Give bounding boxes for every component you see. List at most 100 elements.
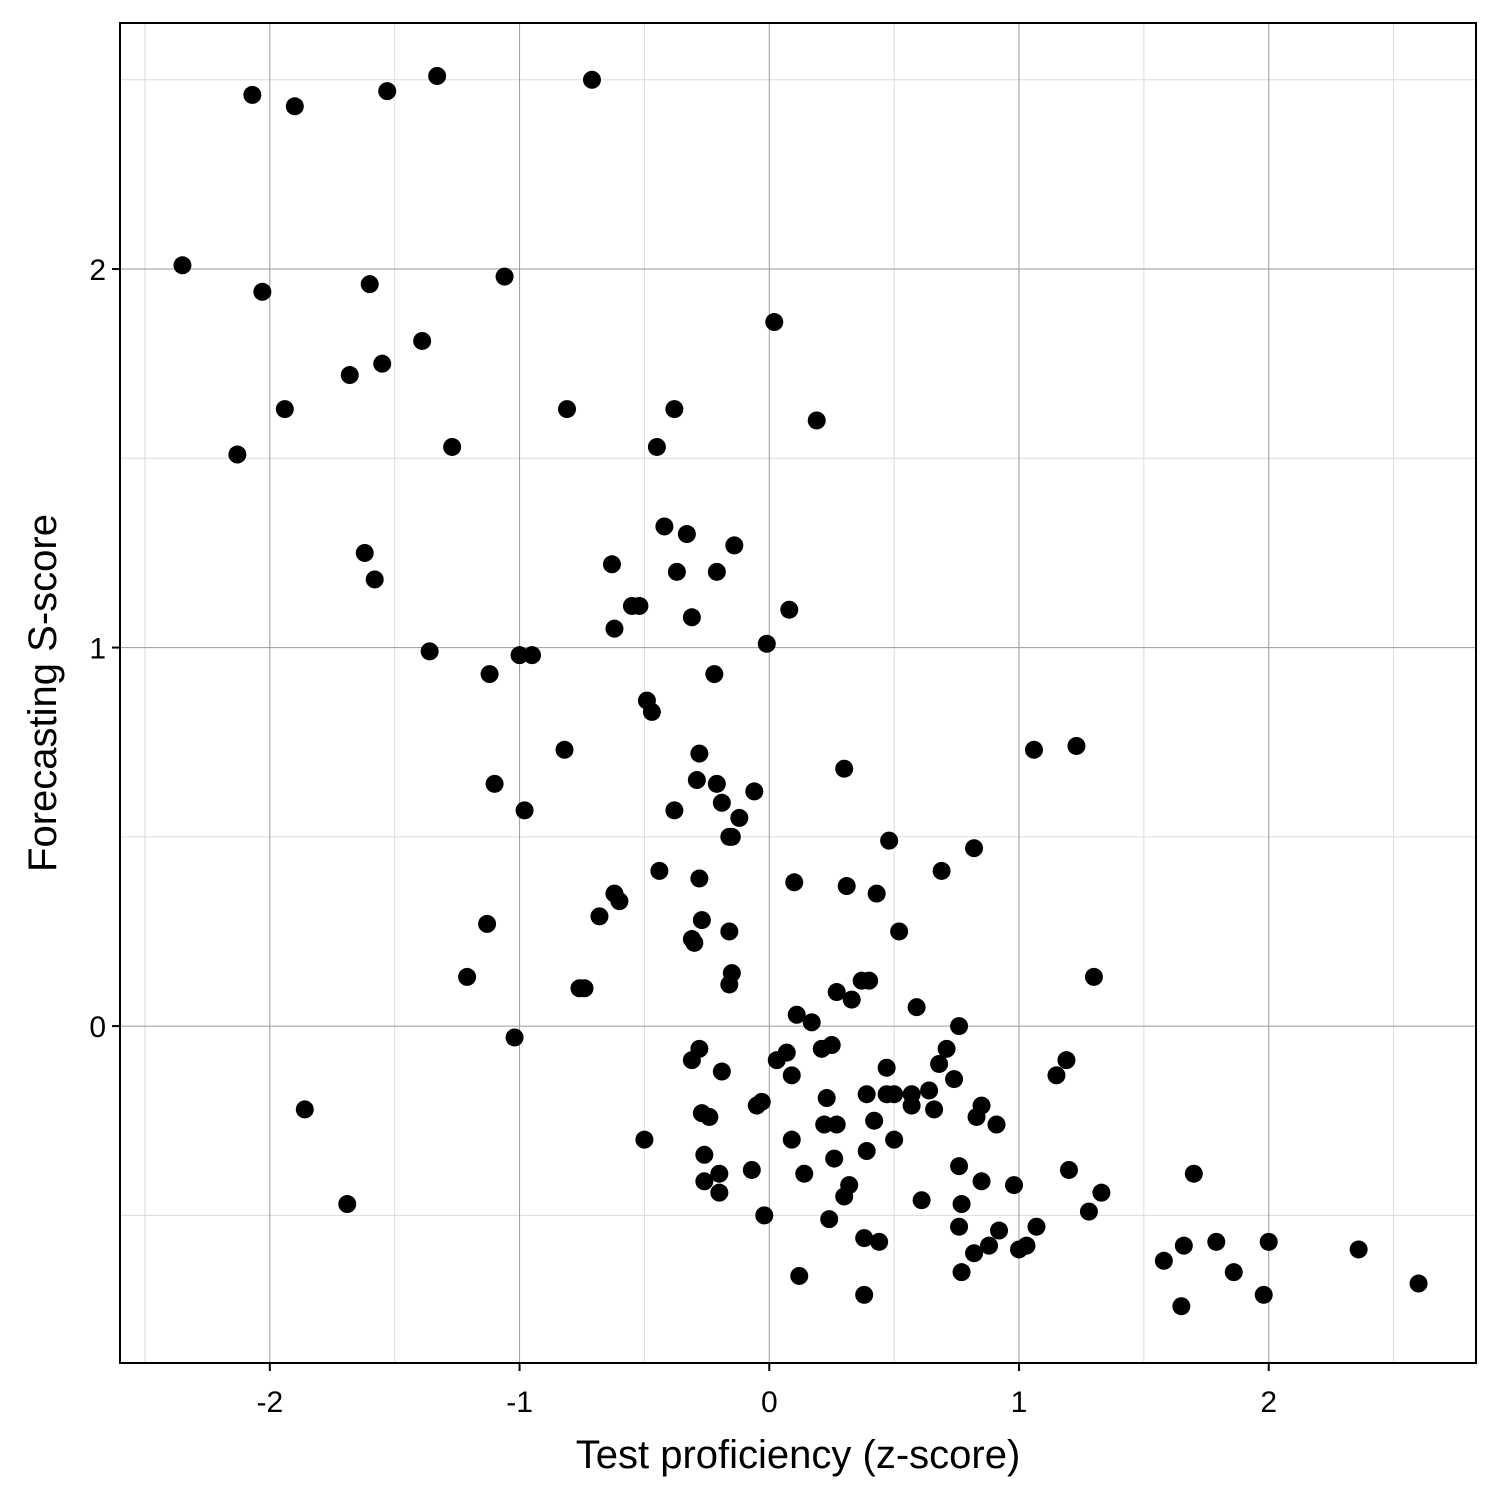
x-axis-title: Test proficiency (z-score) xyxy=(576,1433,1021,1477)
data-point xyxy=(842,990,861,1009)
data-point xyxy=(877,1058,896,1077)
data-point xyxy=(755,1206,774,1225)
data-point xyxy=(930,1054,949,1073)
data-point xyxy=(253,282,272,301)
data-point xyxy=(902,1096,921,1115)
data-point xyxy=(972,1096,991,1115)
data-point xyxy=(1092,1183,1111,1202)
data-point xyxy=(1024,740,1043,759)
data-point xyxy=(700,1107,719,1126)
x-tick-label: -2 xyxy=(256,1386,283,1419)
data-point xyxy=(655,517,674,536)
data-point xyxy=(880,831,899,850)
data-point xyxy=(610,892,629,911)
data-point xyxy=(745,782,764,801)
data-point xyxy=(867,884,886,903)
data-point xyxy=(555,740,574,759)
data-point xyxy=(1059,1160,1078,1179)
data-point xyxy=(690,744,709,763)
data-point xyxy=(885,1130,904,1149)
data-point xyxy=(485,774,504,793)
data-point xyxy=(495,267,514,286)
data-point xyxy=(243,85,262,104)
data-point xyxy=(952,1195,971,1214)
data-point xyxy=(972,1172,991,1191)
data-point xyxy=(710,1183,729,1202)
data-point xyxy=(1084,967,1103,986)
y-tick-label: 2 xyxy=(89,254,106,287)
data-point xyxy=(782,1130,801,1149)
data-point xyxy=(1154,1251,1173,1270)
data-point xyxy=(857,1142,876,1161)
grid xyxy=(120,23,1476,1363)
x-tick-label: 0 xyxy=(761,1386,778,1419)
data-point xyxy=(870,1232,889,1251)
data-point xyxy=(650,861,669,880)
data-point xyxy=(965,1244,984,1263)
x-tick-label: 2 xyxy=(1260,1386,1277,1419)
data-point xyxy=(1079,1202,1098,1221)
x-axis-ticks: -2 -1 0 1 2 xyxy=(256,1363,1277,1419)
data-point xyxy=(690,869,709,888)
data-point xyxy=(950,1157,969,1176)
data-point xyxy=(817,1089,836,1108)
data-point xyxy=(795,1164,814,1183)
data-point xyxy=(687,771,706,790)
data-point xyxy=(682,608,701,627)
y-tick-label: 0 xyxy=(89,1011,106,1044)
data-point xyxy=(782,1066,801,1085)
data-point xyxy=(667,562,686,581)
data-point xyxy=(765,313,784,332)
data-point xyxy=(912,1191,931,1210)
data-point xyxy=(820,1210,839,1229)
data-point xyxy=(707,774,726,793)
data-point xyxy=(885,1085,904,1104)
data-point xyxy=(1409,1274,1428,1293)
data-point xyxy=(428,66,447,85)
data-point xyxy=(642,702,661,721)
data-point xyxy=(360,275,379,294)
data-point xyxy=(413,331,432,350)
data-point xyxy=(505,1028,524,1047)
data-points xyxy=(173,66,1428,1316)
data-point xyxy=(725,536,744,555)
data-point xyxy=(780,600,799,619)
data-point xyxy=(937,1039,956,1058)
y-axis-ticks: 0 1 2 xyxy=(89,254,120,1044)
data-point xyxy=(1172,1297,1191,1316)
data-point xyxy=(478,914,497,933)
data-point xyxy=(510,646,529,665)
data-point xyxy=(695,1172,714,1191)
data-point xyxy=(523,646,542,665)
data-point xyxy=(682,1051,701,1070)
data-point xyxy=(965,839,984,858)
data-point xyxy=(925,1100,944,1119)
data-point xyxy=(822,1036,841,1055)
data-point xyxy=(1207,1232,1226,1251)
data-point xyxy=(752,1092,771,1111)
data-point xyxy=(340,366,359,385)
plot-frame xyxy=(119,22,1477,1364)
data-point xyxy=(602,555,621,574)
data-point xyxy=(720,975,739,994)
data-point xyxy=(777,1043,796,1062)
data-point xyxy=(710,1164,729,1183)
data-point xyxy=(630,596,649,615)
data-point xyxy=(980,1236,999,1255)
data-point xyxy=(705,665,724,684)
data-point xyxy=(945,1070,964,1089)
data-point xyxy=(802,1013,821,1032)
data-point xyxy=(420,642,439,661)
data-point xyxy=(720,922,739,941)
data-point xyxy=(275,400,294,419)
data-point xyxy=(515,801,534,820)
data-point xyxy=(575,979,594,998)
data-point xyxy=(365,570,384,589)
data-point xyxy=(742,1160,761,1179)
data-point xyxy=(1047,1066,1066,1085)
data-point xyxy=(443,437,462,456)
y-tick-label: 1 xyxy=(89,633,106,666)
data-point xyxy=(950,1217,969,1236)
data-point xyxy=(228,445,247,464)
